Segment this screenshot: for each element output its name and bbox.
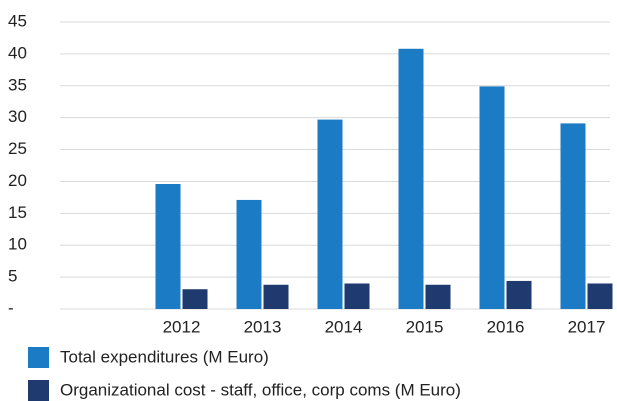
x-tick-label: 2012 [163, 317, 201, 336]
x-tick-label: 2013 [244, 317, 282, 336]
y-tick-label: 40 [8, 43, 27, 62]
y-tick-label: 15 [8, 203, 27, 222]
bar [182, 289, 208, 309]
y-tick-label: - [8, 298, 14, 317]
legend-label: Organizational cost - staff, office, cor… [60, 380, 461, 399]
bar [560, 123, 586, 309]
bar [425, 284, 451, 309]
bar [479, 86, 505, 309]
x-tick-label: 2016 [487, 317, 525, 336]
y-tick-label: 30 [8, 107, 27, 126]
y-tick-label: 25 [8, 139, 27, 158]
bar [587, 283, 613, 309]
y-tick-label: 20 [8, 171, 27, 190]
x-tick-label: 2015 [406, 317, 444, 336]
legend-swatch [28, 380, 49, 401]
bar [263, 284, 289, 309]
y-tick-label: 5 [8, 267, 17, 286]
y-tick-label: 35 [8, 75, 27, 94]
bar [506, 280, 532, 309]
bar [155, 183, 181, 309]
x-tick-label: 2017 [568, 317, 606, 336]
bar [236, 199, 262, 309]
legend-label: Total expenditures (M Euro) [60, 347, 269, 366]
x-tick-label: 2014 [325, 317, 363, 336]
bar [344, 283, 370, 309]
bar [317, 119, 343, 309]
bar [398, 48, 424, 309]
legend-swatch [28, 347, 49, 368]
y-tick-label: 10 [8, 235, 27, 254]
y-tick-label: 45 [8, 11, 27, 30]
